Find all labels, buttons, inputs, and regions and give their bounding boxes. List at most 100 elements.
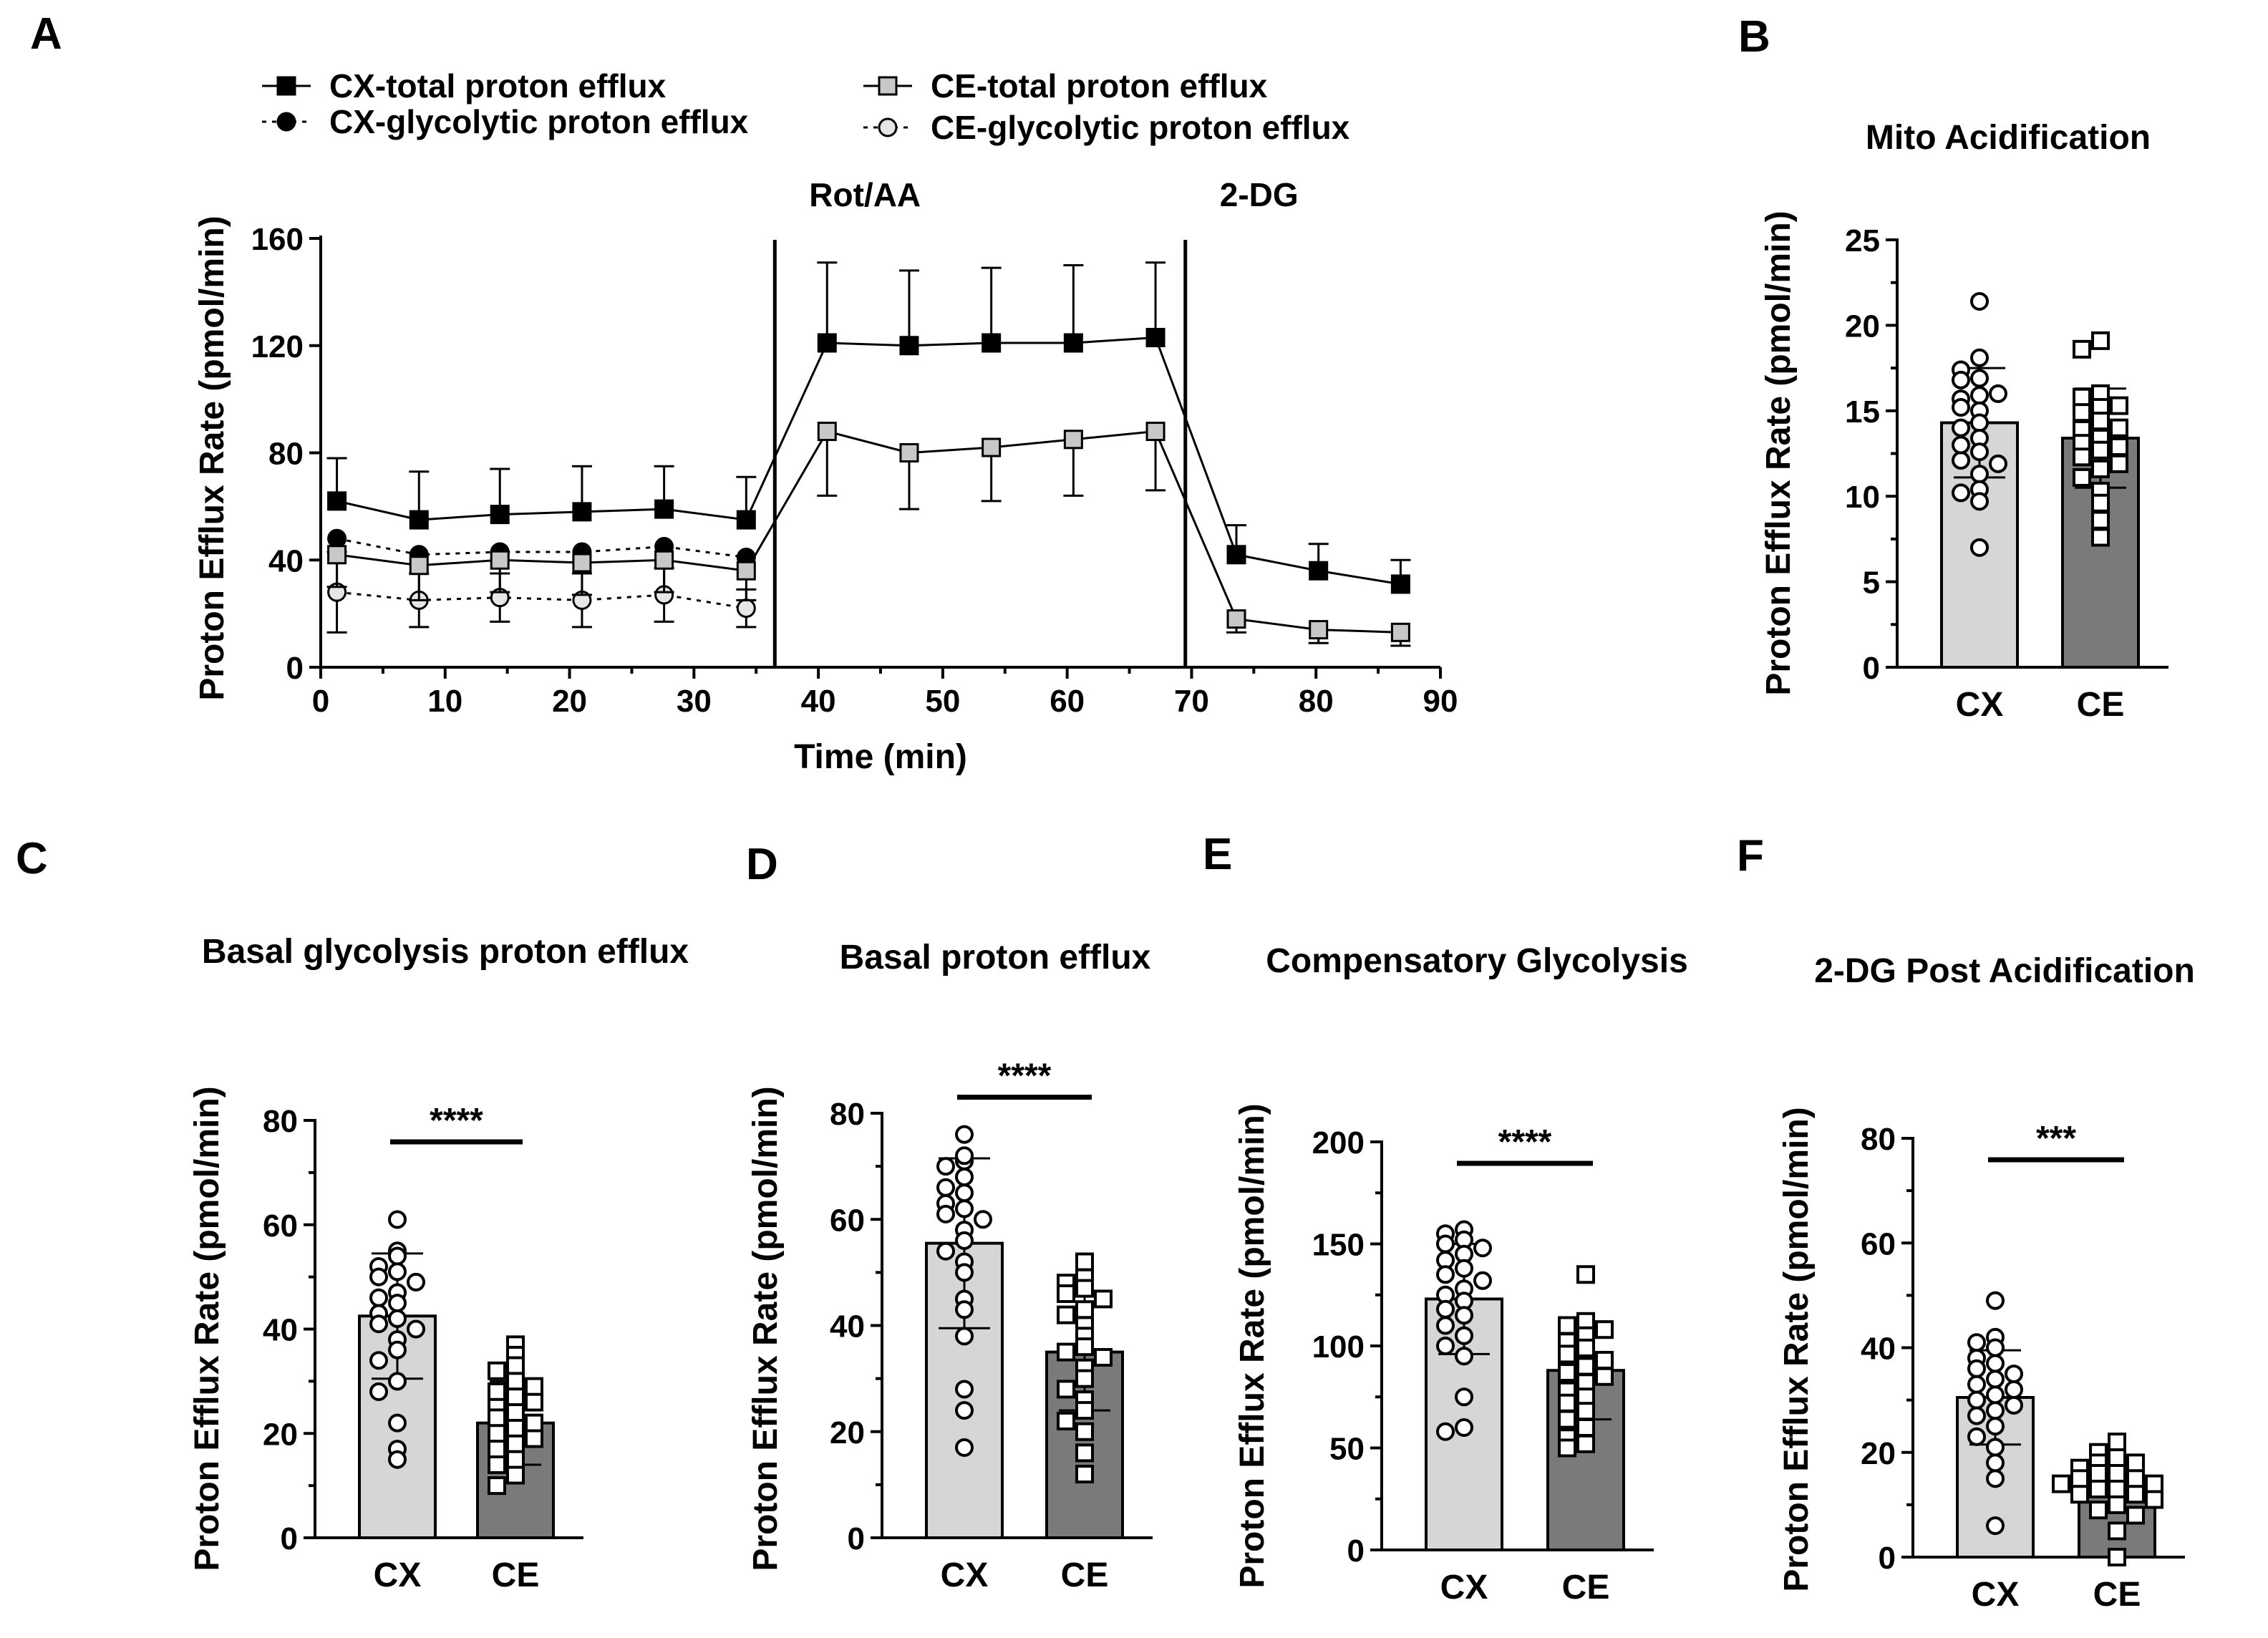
data-point [2110,418,2128,437]
y-tick-label: 40 [830,1309,865,1344]
data-point [1576,1434,1595,1453]
x-tick-label: 10 [427,684,462,719]
data-point [1989,384,2007,403]
data-point [1952,435,1970,455]
data-point [1075,1369,1094,1388]
data-point [2073,339,2091,359]
data-point [955,1183,974,1203]
data-point [1952,418,1970,437]
x-tick-label: 40 [801,684,836,719]
data-point [1075,1300,1094,1319]
data-point [327,491,347,511]
panel-label: B [1738,12,1770,62]
data-point [1309,561,1329,581]
significance-label: **** [1498,1123,1552,1161]
data-point [506,1387,525,1407]
data-point [936,1178,955,1197]
data-point [2108,1495,2126,1514]
data-point [1455,1326,1473,1345]
data-point [369,1351,388,1370]
data-point [388,1294,407,1313]
data-point [1970,538,1989,557]
data-point [388,1340,407,1360]
data-point [1986,1469,2005,1488]
data-point [1075,1443,1094,1463]
data-point [899,443,919,462]
data-point [1436,1422,1455,1441]
series-line [336,591,747,610]
data-point [1970,386,1989,405]
panel-a: A 0 40 80 120 160 0 10 20 30 40 50 60 70 80 90 Time (min… [30,9,1458,776]
data-point [1558,1363,1576,1382]
data-point [488,1455,506,1474]
legend-label: CX-glycolytic proton efflux [329,103,749,140]
data-point [1986,1516,2005,1536]
significance-label: **** [998,1057,1052,1095]
data-point [1576,1357,1595,1376]
data-point [1390,574,1410,594]
data-point [1075,1465,1094,1484]
data-point [2073,447,2091,467]
data-point [955,1167,974,1186]
data-point [955,1327,974,1346]
data-point [1436,1234,1455,1254]
y-tick-label: 0 [281,1521,298,1556]
data-point [1576,1402,1595,1421]
data-point [1436,1265,1455,1284]
data-point [1063,430,1083,450]
chart-title: Mito Acidification [1866,119,2151,157]
data-point [1473,1239,1492,1258]
data-point [878,117,898,137]
data-point [327,528,347,548]
x-tick-label: 70 [1174,684,1209,719]
data-point [1075,1401,1094,1420]
data-point [1970,442,1989,462]
data-point [2070,1485,2089,1504]
data-point [1455,1347,1473,1366]
data-point [2091,440,2110,460]
data-point [1558,1438,1576,1458]
data-point [982,437,1002,457]
x-tick-label: 0 [312,684,329,719]
y-tick-label: 0 [1879,1541,1896,1576]
y-tick-label: 0 [848,1521,865,1556]
data-point [1145,328,1166,348]
y-tick-label: 15 [1845,394,1880,430]
series-line [336,537,747,558]
data-point [1558,1316,1576,1335]
y-tick-label: 20 [1845,309,1880,344]
data-point [488,1440,506,1459]
data-point [1595,1350,1614,1370]
x-tick-label: CX [1956,686,2004,724]
panel-b: B Mito Acidification Proton Efflux Rate (p… [1738,12,2168,724]
chart-title: Basal glycolysis proton efflux [202,933,689,971]
data-point [1986,1291,2005,1310]
data-point [2091,493,2110,513]
data-point [974,1210,992,1229]
data-point [1970,369,1989,388]
x-tick-label: 60 [1050,684,1085,719]
panel-f: F 2-DG Post Acidification Proton Efflux Ra… [1737,831,2195,1614]
data-point [2126,1453,2145,1473]
y-tick-label: 40 [263,1313,298,1348]
data-point [1145,422,1166,442]
data-point [1595,1367,1614,1386]
data-point [2108,1433,2126,1452]
y-axis-title: Proton Efflux Rate (pmol/min) [188,1086,226,1571]
data-point [1970,291,1989,311]
data-point [2108,1464,2126,1483]
legend-label: CE-total proton efflux [931,67,1268,105]
data-point [1967,1359,1986,1378]
data-point [817,333,837,353]
panel-e: E Compensatory Glycolysis Proton Efflux Ra… [1203,830,1688,1606]
data-point [736,510,756,530]
data-point [1057,1380,1075,1399]
chart-title: Basal proton efflux [840,939,1151,976]
data-point [1558,1344,1576,1364]
data-point [1558,1410,1576,1429]
data-point [936,1157,955,1176]
x-tick-label: 90 [1423,684,1458,719]
y-tick-label: 50 [1329,1432,1365,1467]
panel-c: C Basal glycolysis proton efflux Proton Ef… [16,834,689,1594]
